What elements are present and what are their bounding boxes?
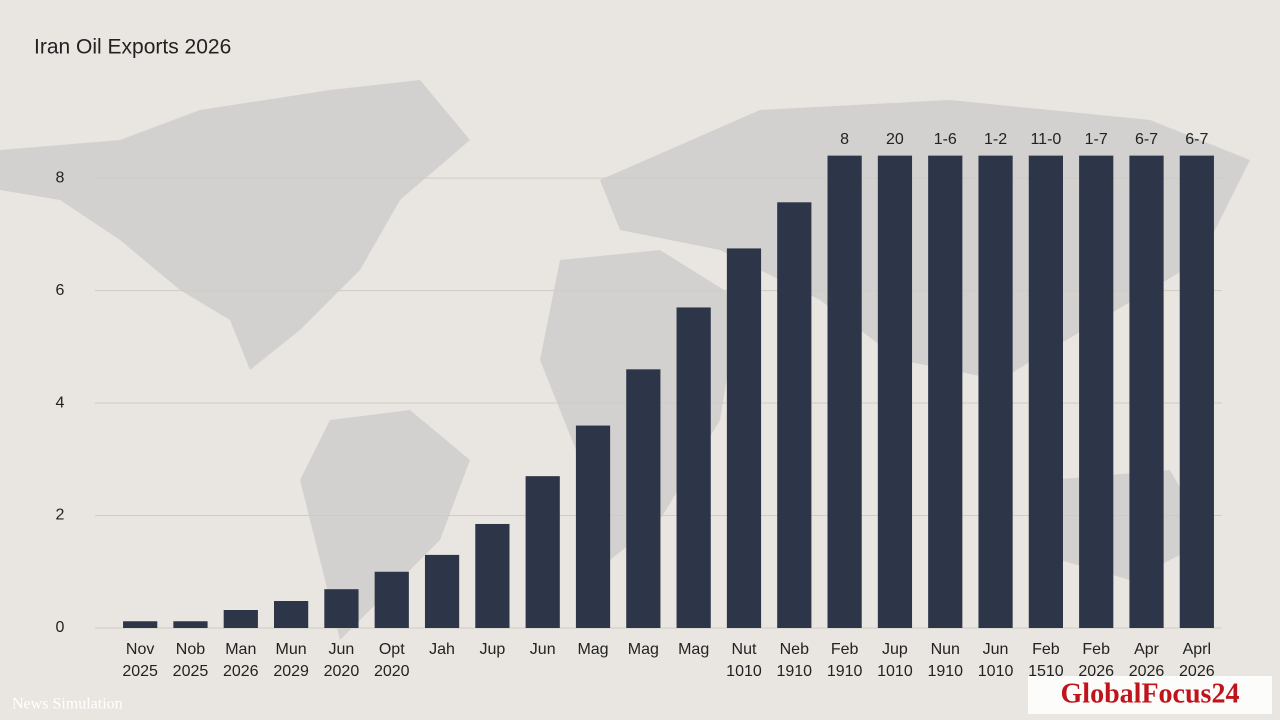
chart-title: Iran Oil Exports 2026 bbox=[34, 36, 231, 59]
y-tick-label: 4 bbox=[56, 394, 65, 411]
watermark: GlobalFocus24 bbox=[1061, 678, 1240, 709]
bar bbox=[1129, 155, 1164, 628]
bar bbox=[374, 571, 409, 628]
y-tick-label: 8 bbox=[56, 169, 65, 186]
bar bbox=[827, 155, 862, 628]
footer: News Simulation bbox=[12, 696, 123, 713]
bar bbox=[877, 155, 913, 628]
bar bbox=[676, 307, 711, 628]
bar bbox=[424, 554, 460, 628]
y-tick-label: 0 bbox=[56, 619, 65, 636]
bar bbox=[928, 155, 963, 628]
bar-annotation: 1-6 bbox=[934, 131, 957, 148]
bar-annotation: 11-0 bbox=[1030, 131, 1061, 148]
x-tick-label: Mag bbox=[577, 641, 608, 658]
bar bbox=[726, 248, 762, 629]
bar bbox=[777, 202, 812, 628]
bar bbox=[223, 610, 258, 628]
x-tick-label: Mag bbox=[628, 641, 659, 658]
bar bbox=[525, 476, 560, 628]
x-tick-label: Jun 1010 bbox=[978, 641, 1014, 680]
x-tick-label: Feb 2026 bbox=[1078, 641, 1114, 680]
bar-annotation: 8 bbox=[840, 131, 849, 148]
x-tick-label: Nun 1910 bbox=[927, 641, 963, 680]
x-tick-label: Nov 2025 bbox=[122, 641, 158, 680]
bar-annotation: 1-2 bbox=[984, 131, 1007, 148]
x-tick-label: Apr 2026 bbox=[1129, 641, 1165, 680]
x-tick-label: Aprl 2026 bbox=[1179, 641, 1215, 680]
x-tick-label: Neb 1910 bbox=[776, 641, 812, 680]
bar bbox=[123, 621, 158, 628]
bar bbox=[475, 523, 510, 628]
x-tick-label: Jup 1010 bbox=[877, 641, 913, 680]
x-tick-label: Nut 1010 bbox=[726, 641, 762, 680]
bar bbox=[274, 601, 309, 628]
bar bbox=[575, 425, 611, 628]
y-tick-label: 2 bbox=[56, 507, 65, 524]
x-tick-label: Jah bbox=[429, 641, 455, 658]
y-tick-label: 6 bbox=[56, 282, 65, 299]
watermark-bg bbox=[1028, 676, 1272, 714]
x-tick-label: Man 2026 bbox=[223, 641, 259, 680]
x-tick-label: Jun bbox=[530, 641, 556, 658]
bar-annotation: 6-7 bbox=[1135, 131, 1158, 148]
bar bbox=[324, 589, 359, 628]
x-tick-label: Opt 2020 bbox=[374, 641, 410, 680]
bar bbox=[173, 621, 208, 628]
x-tick-label: Nob 2025 bbox=[173, 641, 209, 680]
x-tick-label: Jup bbox=[479, 641, 505, 658]
x-tick-label: Jun 2020 bbox=[324, 641, 360, 680]
x-tick-label: Feb 1510 bbox=[1028, 641, 1064, 680]
bar bbox=[978, 155, 1013, 628]
bar-annotation: 20 bbox=[886, 131, 904, 148]
bar bbox=[1079, 155, 1114, 628]
bar-annotation: 6-7 bbox=[1185, 131, 1208, 148]
x-tick-label: Feb 1910 bbox=[827, 641, 863, 680]
bar bbox=[626, 369, 661, 628]
bar bbox=[1179, 155, 1214, 628]
bar bbox=[1028, 155, 1063, 628]
x-tick-label: Mag bbox=[678, 641, 709, 658]
bar-annotation: 1-7 bbox=[1085, 131, 1108, 148]
x-tick-label: Mun 2029 bbox=[273, 641, 309, 680]
